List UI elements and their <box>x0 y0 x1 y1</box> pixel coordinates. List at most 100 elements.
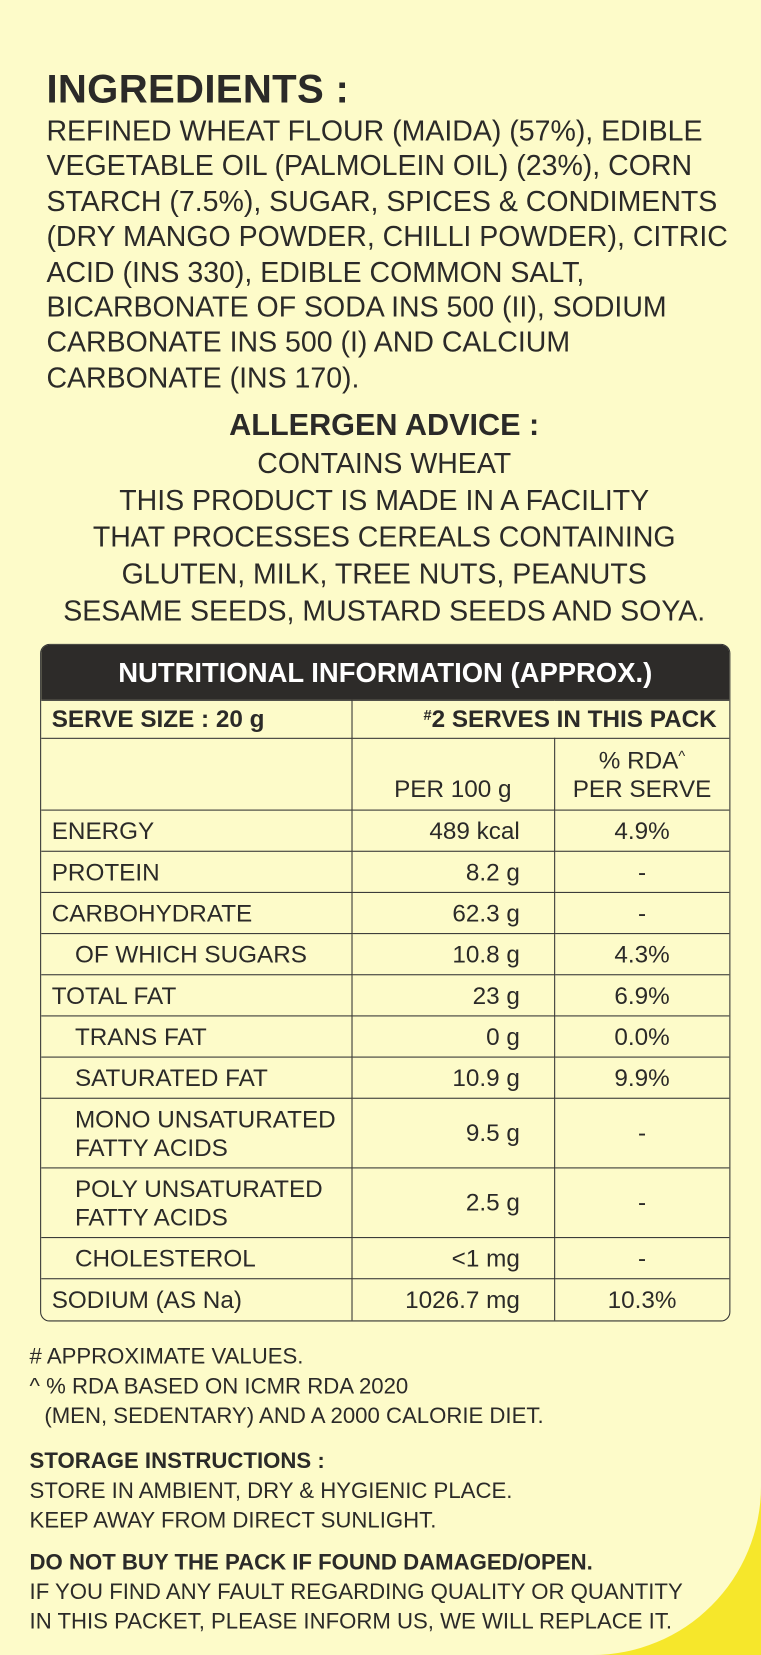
text-line: VEGETABLE OIL (PALMOLEIN OIL) (23%), COR… <box>46 150 693 182</box>
per-100g: 10.9 g <box>350 1056 555 1099</box>
serves-mark: # <box>423 707 432 724</box>
nutrient-row: CARBOHYDRATE 62.3 g- <box>41 891 730 935</box>
rda-value: 4.3% <box>553 933 730 976</box>
nutrient-row: OF WHICH SUGARS 10.8 g 4.3% <box>41 933 730 976</box>
text-line: KEEP AWAY FROM DIRECT SUNLIGHT. <box>29 1508 437 1533</box>
nutrient-name-line: POLY UNSATURATED <box>74 1174 323 1202</box>
text-line: STARCH (7.5%), SUGAR, SPICES & CONDIMENT… <box>46 185 718 218</box>
empty-cell <box>41 737 353 811</box>
text-line: IF YOU FIND ANY FAULT REGARDING QUALITY … <box>29 1580 683 1605</box>
warning: DO NOT BUY THE PACK IF FOUND DAMAGED/OPE… <box>30 1548 683 1637</box>
nutrient-row: ENERGY 489 kcal 4.9% <box>41 809 730 852</box>
footnote: ^ % RDA BASED ON ICMR RDA 2020 <box>29 1374 409 1399</box>
nutrient-name-line: CHOLESTEROL <box>74 1243 256 1272</box>
per-100g: 23 g <box>350 974 555 1017</box>
nutrient-name: TRANS FAT <box>41 1015 353 1058</box>
nutrient-name-line: PROTEIN <box>51 857 160 886</box>
nutrient-name-line: CARBOHYDRATE <box>51 898 253 927</box>
per-100g: 0 g <box>350 1015 555 1058</box>
nutrient-name-line: FATTY ACIDS <box>74 1202 228 1231</box>
rda-value: 6.9% <box>553 974 730 1017</box>
rda-header-1: % RDA <box>598 746 679 774</box>
nutrient-name-line: MONO UNSATURATED <box>74 1104 336 1133</box>
rda-value: - <box>553 891 730 935</box>
text-line: CARBONATE INS 500 (I) AND CALCIUM <box>46 326 571 359</box>
nutrient-name: CARBOHYDRATE <box>41 891 353 935</box>
ingredients-title: INGREDIENTS : <box>46 67 350 112</box>
nutrient-name: PROTEIN <box>41 850 353 893</box>
per-100g: 1026.7 mg <box>350 1278 555 1320</box>
footnote: (MEN, SEDENTARY) AND A 2000 CALORIE DIET… <box>44 1403 544 1429</box>
nutrient-name: TOTAL FAT <box>41 974 353 1017</box>
nutrient-name: CHOLESTEROL <box>41 1237 353 1280</box>
text-line: (DRY MANGO POWDER, CHILLI POWDER), CITRI… <box>46 220 728 253</box>
text-line: STORE IN AMBIENT, DRY & HYGIENIC PLACE. <box>29 1478 513 1504</box>
nutrient-name-line: SODIUM (AS Na) <box>51 1285 242 1313</box>
text-line: GLUTEN, MILK, TREE NUTS, PEANUTS <box>121 558 647 591</box>
nutrient-row: SODIUM (AS Na) 1026.7 mg 10.3% <box>41 1278 730 1320</box>
rda-mark: ^ <box>678 748 686 765</box>
ingredients-text: REFINED WHEAT FLOUR (MAIDA) (57%), EDIBL… <box>46 114 727 396</box>
nutrient-name-line: SATURATED FAT <box>74 1063 268 1091</box>
nutrient-row: TOTAL FAT 23 g 6.9% <box>41 974 730 1017</box>
rda-value: - <box>553 1237 730 1280</box>
serve-size: SERVE SIZE : 20 g <box>41 699 353 739</box>
per-100g: 8.2 g <box>350 850 555 893</box>
header-row: PER 100 g % RDA^ PER SERVE <box>41 737 730 811</box>
serves: 2 SERVES IN THIS PACK <box>431 705 717 733</box>
text-line: CARBONATE (INS 170). <box>46 361 360 394</box>
text-line: SESAME SEEDS, MUSTARD SEEDS AND SOYA. <box>63 595 706 627</box>
serve-row: SERVE SIZE : 20 g #2 SERVES IN THIS PACK <box>41 699 730 739</box>
table-title: NUTRITIONAL INFORMATION (APPROX.) <box>41 644 730 700</box>
nutrient-name: ENERGY <box>41 809 353 852</box>
text-line: ACID (INS 330), EDIBLE COMMON SALT, <box>46 256 585 288</box>
nutrient-name-line: ENERGY <box>51 816 155 844</box>
rda-value: 4.9% <box>553 809 730 852</box>
footnote: # APPROXIMATE VALUES. <box>29 1344 304 1369</box>
nutrient-name: SODIUM (AS Na) <box>41 1278 353 1320</box>
nutrient-row: SATURATED FAT 10.9 g 9.9% <box>41 1056 730 1099</box>
rda-header-2: PER SERVE <box>572 774 712 803</box>
nutrient-name-line: TOTAL FAT <box>51 981 177 1009</box>
warning-title: DO NOT BUY THE PACK IF FOUND DAMAGED/OPE… <box>29 1550 593 1575</box>
nutrient-name: SATURATED FAT <box>41 1056 353 1099</box>
per-100g: 10.8 g <box>350 933 555 976</box>
storage: STORAGE INSTRUCTIONS : STORE IN AMBIENT, … <box>30 1447 513 1536</box>
nutrient-row: TRANS FAT 0 g 0.0% <box>41 1015 730 1058</box>
rda-value: 0.0% <box>553 1015 730 1058</box>
nutrient-row: MONO UNSATURATED FATTY ACIDS 9.5 g- <box>41 1097 730 1169</box>
nutrient-name-line: OF WHICH SUGARS <box>74 939 307 968</box>
rda-value: - <box>553 1167 730 1239</box>
rda-value: - <box>553 1097 730 1169</box>
per-100g: <1 mg <box>350 1237 555 1280</box>
per-100g: 2.5 g <box>350 1167 555 1239</box>
rda-value: 10.3% <box>553 1278 730 1320</box>
nutrient-name-line: TRANS FAT <box>74 1022 207 1050</box>
nutrient-row: PROTEIN 8.2 g- <box>41 850 730 893</box>
text-line: IN THIS PACKET, PLEASE INFORM US, WE WIL… <box>29 1609 673 1634</box>
text-line: CONTAINS WHEAT <box>257 447 512 480</box>
per-100g-header: PER 100 g <box>350 737 555 811</box>
rda-value: - <box>553 850 730 893</box>
nutrient-name: MONO UNSATURATED FATTY ACIDS <box>41 1097 353 1169</box>
nutrient-name: POLY UNSATURATED FATTY ACIDS <box>41 1167 353 1239</box>
storage-title: STORAGE INSTRUCTIONS : <box>29 1449 325 1474</box>
nutrient-name: OF WHICH SUGARS <box>41 933 353 976</box>
per-100g: 489 kcal <box>350 809 555 852</box>
rda-value: 9.9% <box>553 1056 730 1099</box>
text-line: THIS PRODUCT IS MADE IN A FACILITY <box>119 484 650 517</box>
rda-header: % RDA^ PER SERVE <box>553 737 730 811</box>
text-line: THAT PROCESSES CEREALS CONTAINING <box>92 521 676 554</box>
nutrient-name-line: FATTY ACIDS <box>74 1133 228 1161</box>
footnotes: # APPROXIMATE VALUES. ^ % RDA BASED ON IC… <box>30 1343 544 1432</box>
serves-cell: #2 SERVES IN THIS PACK <box>350 699 730 739</box>
per-100g: 62.3 g <box>350 891 555 935</box>
per-100g: 9.5 g <box>350 1097 555 1169</box>
nutrient-row: CHOLESTEROL <1 mg - <box>41 1237 730 1280</box>
text-line: REFINED WHEAT FLOUR (MAIDA) (57%), EDIBL… <box>46 115 703 147</box>
table: SERVE SIZE : 20 g #2 SERVES IN THIS PACK… <box>41 699 730 1320</box>
nutrient-row: POLY UNSATURATED FATTY ACIDS 2.5 g- <box>41 1167 730 1239</box>
nutrition-table: NUTRITIONAL INFORMATION (APPROX.) SERVE … <box>40 643 731 1321</box>
